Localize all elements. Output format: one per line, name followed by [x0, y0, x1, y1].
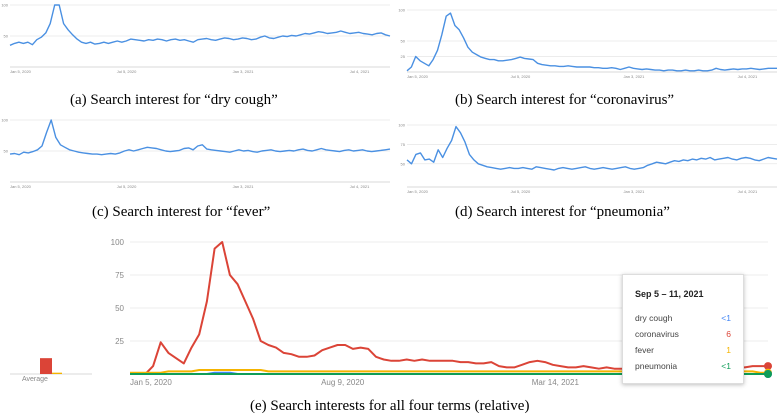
x-tick-label: Jul 5, 2020 — [511, 189, 531, 194]
tooltip-term: dry cough — [635, 313, 673, 323]
series-line-interest — [406, 12, 777, 72]
y-tick-label: 100 — [111, 238, 125, 247]
tooltip-term: pneumonia — [635, 361, 678, 371]
x-tick-label: Jan 3, 2021 — [233, 184, 255, 189]
series-end-point — [764, 370, 772, 378]
tooltip-value: 6 — [726, 329, 731, 339]
x-tick-label: Jan 5, 2020 — [10, 69, 32, 74]
chart-pneumonia: 100 75 50 Jan 5, 2020 Jul 5, 2020 Jan 3, 2021… — [395, 115, 781, 200]
tooltip-title: Sep 5 – 11, 2021 — [635, 289, 704, 299]
caption-e: (e) Search interests for all four terms … — [250, 398, 530, 414]
x-tick-label: Jul 4, 2021 — [738, 189, 758, 194]
x-tick-label: Jul 5, 2020 — [117, 184, 137, 189]
average-bar-fever — [52, 372, 62, 374]
x-tick-label: Jul 4, 2021 — [738, 74, 758, 79]
x-tick-label: Jan 5, 2020 — [10, 184, 32, 189]
y-tick-label: 50 — [115, 304, 124, 313]
y-tick-label: 50 — [401, 39, 406, 44]
tooltip-row-dry-cough: dry cough <1 — [635, 313, 731, 323]
x-tick-label: Aug 9, 2020 — [321, 378, 365, 387]
chart-b-svg: 100 50 25 Jan 5, 2020 Jul 5, 2020 Jan 3, 2021… — [398, 8, 777, 79]
tooltip-term: fever — [635, 345, 654, 355]
x-tick-label: Jul 5, 2020 — [117, 69, 137, 74]
x-tick-label: Jan 3, 2021 — [233, 69, 255, 74]
chart-dry-cough: 100 50 Jan 5, 2020 Jul 5, 2020 Jan 3, 2021 Ju… — [0, 0, 391, 90]
average-bar-coronavirus — [40, 358, 52, 374]
x-tick-label: Jul 4, 2021 — [350, 69, 370, 74]
y-tick-label: 75 — [115, 271, 124, 280]
hover-tooltip: Sep 5 – 11, 2021 dry cough <1 coronaviru… — [622, 274, 744, 384]
y-tick-label: 75 — [401, 142, 406, 147]
caption-a: (a) Search interest for “dry cough” — [70, 92, 278, 108]
x-tick-label: Jan 5, 2020 — [407, 189, 429, 194]
y-tick-label: 25 — [115, 337, 124, 346]
chart-c-svg: 100 50 Jan 5, 2020 Jul 5, 2020 Jan 3, 2021 Ju… — [1, 118, 391, 189]
series-line-interest — [9, 4, 391, 46]
series-end-point — [764, 362, 772, 371]
y-tick-label: 50 — [401, 161, 406, 166]
series-line-interest — [9, 119, 391, 156]
chart-a-svg: 100 50 Jan 5, 2020 Jul 5, 2020 Jan 3, 2021 Ju… — [1, 3, 391, 74]
y-tick-label: 50 — [4, 34, 9, 39]
x-tick-label: Jan 3, 2021 — [623, 189, 645, 194]
x-tick-label: Jan 5, 2020 — [407, 74, 429, 79]
average-label: Average — [22, 376, 48, 383]
caption-c: (c) Search interest for “fever” — [92, 204, 271, 220]
y-tick-label: 25 — [401, 54, 406, 59]
chart-coronavirus: 100 50 25 Jan 5, 2020 Jul 5, 2020 Jan 3, 2021… — [395, 0, 781, 90]
y-tick-label: 100 — [1, 3, 8, 8]
y-tick-label: 50 — [4, 149, 9, 154]
tooltip-row-fever: fever 1 — [635, 345, 731, 355]
y-tick-label: 100 — [398, 123, 405, 128]
y-tick-label: 100 — [398, 8, 405, 13]
x-tick-label: Jul 5, 2020 — [511, 74, 531, 79]
caption-d: (d) Search interest for “pneumonia” — [455, 204, 670, 220]
tooltip-value: 1 — [726, 345, 731, 355]
series-line-interest — [406, 125, 778, 171]
tooltip-row-coronavirus: coronavirus 6 — [635, 329, 731, 339]
x-tick-label: Mar 14, 2021 — [532, 378, 580, 387]
chart-d-svg: 100 75 50 Jan 5, 2020 Jul 5, 2020 Jan 3, 2021… — [398, 123, 778, 194]
tooltip-term: coronavirus — [635, 329, 679, 339]
chart-fever: 100 50 Jan 5, 2020 Jul 5, 2020 Jan 3, 2021 Ju… — [0, 115, 391, 200]
tooltip-row-pneumonia: pneumonia <1 — [635, 361, 731, 371]
tooltip-value: <1 — [721, 313, 731, 323]
x-tick-label: Jan 5, 2020 — [130, 378, 172, 387]
tooltip-value: <1 — [721, 361, 731, 371]
x-tick-label: Jul 4, 2021 — [350, 184, 370, 189]
caption-b: (b) Search interest for “coronavirus” — [455, 92, 675, 108]
y-tick-label: 100 — [1, 118, 8, 123]
x-tick-label: Jan 3, 2021 — [623, 74, 645, 79]
